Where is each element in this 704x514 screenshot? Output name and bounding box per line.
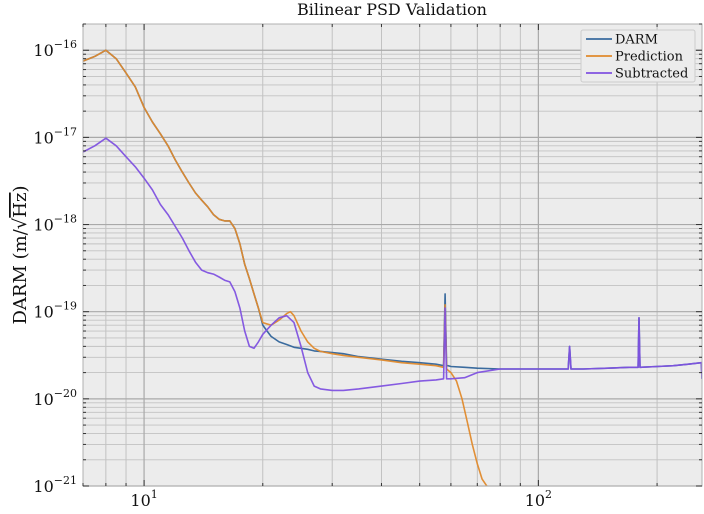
- series-layer: [83, 49, 702, 486]
- legend: DARM Prediction Subtracted: [580, 29, 696, 83]
- chart-title: Bilinear PSD Validation: [297, 0, 487, 19]
- y-axis-label: DARM (m/√Hz): [10, 186, 31, 325]
- plot-area: [83, 24, 702, 486]
- y-tick-label: 10−20: [33, 387, 77, 409]
- y-tick-label: 10−21: [33, 474, 77, 496]
- x-tick-label: 102: [525, 488, 552, 510]
- y-tick-label: 10−19: [33, 300, 77, 322]
- y-axis-label-main: DARM (m/: [10, 228, 31, 324]
- y-tick-label: 10−16: [33, 38, 77, 60]
- y-axis-label-root: √: [10, 217, 31, 229]
- axis-ticks: [82, 23, 702, 487]
- y-tick-label: 10−18: [33, 213, 77, 235]
- series-line-subtracted: [83, 137, 702, 392]
- y-axis-label-close: ): [10, 186, 31, 193]
- legend-box: [580, 29, 696, 83]
- legend-label-prediction: Prediction: [615, 50, 684, 65]
- legend-label-darm: DARM: [615, 33, 658, 48]
- legend-label-subtracted: Subtracted: [615, 67, 688, 82]
- x-tick-label: 101: [130, 488, 157, 510]
- y-tick-label: 10−17: [33, 125, 77, 147]
- plot-frame: [82, 23, 703, 487]
- minor-grid: [82, 23, 702, 486]
- y-tick-labels: 10−16 10−17 10−18 10−19 10−20 10−21: [33, 38, 77, 496]
- y-axis-label-unit: Hz: [10, 193, 31, 218]
- x-tick-labels: 101 102: [130, 488, 552, 510]
